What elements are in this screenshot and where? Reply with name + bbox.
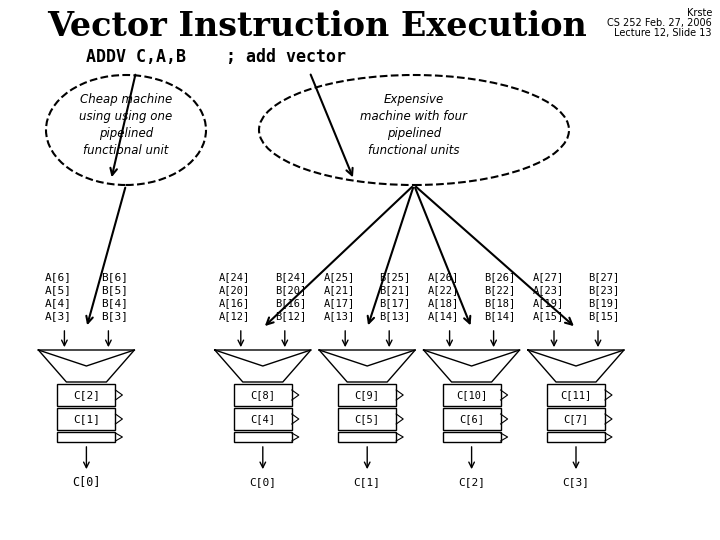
Text: B[6]: B[6] [101, 272, 128, 282]
Text: C[5]: C[5] [355, 414, 379, 424]
Text: B[19]: B[19] [588, 298, 620, 308]
Text: ADDV C,A,B    ; add vector: ADDV C,A,B ; add vector [86, 48, 346, 66]
Text: Cheap machine
using using one
pipelined
functional unit: Cheap machine using using one pipelined … [79, 93, 173, 157]
Text: A[21]: A[21] [323, 285, 355, 295]
Text: B[25]: B[25] [379, 272, 411, 282]
Text: B[14]: B[14] [484, 311, 516, 321]
Bar [547, 432, 605, 442]
Bar [234, 432, 292, 442]
Text: A[3]: A[3] [45, 311, 72, 321]
Text: C[4]: C[4] [251, 414, 275, 424]
Bar [443, 408, 500, 430]
Text: B[13]: B[13] [379, 311, 411, 321]
Bar [58, 432, 115, 442]
Text: A[13]: A[13] [323, 311, 355, 321]
Bar [443, 432, 500, 442]
Text: A[15]: A[15] [532, 311, 564, 321]
Text: C[0]: C[0] [72, 476, 101, 489]
Text: A[25]: A[25] [323, 272, 355, 282]
Text: Lecture 12, Slide 13: Lecture 12, Slide 13 [614, 28, 712, 38]
Text: A[16]: A[16] [219, 298, 251, 308]
Text: A[19]: A[19] [532, 298, 564, 308]
Bar [234, 408, 292, 430]
Text: C[10]: C[10] [456, 390, 487, 400]
Text: A[12]: A[12] [219, 311, 251, 321]
Text: B[16]: B[16] [275, 298, 307, 308]
Text: C[6]: C[6] [459, 414, 484, 424]
Text: B[26]: B[26] [484, 272, 516, 282]
Text: C[1]: C[1] [73, 414, 100, 424]
Text: B[5]: B[5] [101, 285, 128, 295]
Text: A[4]: A[4] [45, 298, 72, 308]
Bar [338, 432, 396, 442]
Text: C[9]: C[9] [355, 390, 379, 400]
Text: C[2]: C[2] [458, 477, 485, 487]
Text: Vector Instruction Execution: Vector Instruction Execution [47, 10, 587, 44]
Text: Krste: Krste [687, 8, 712, 18]
Bar [547, 408, 605, 430]
Text: C[7]: C[7] [564, 414, 588, 424]
Text: B[22]: B[22] [484, 285, 516, 295]
Text: A[20]: A[20] [219, 285, 251, 295]
Text: B[24]: B[24] [275, 272, 307, 282]
Text: C[11]: C[11] [560, 390, 592, 400]
Bar [443, 384, 500, 406]
Text: A[27]: A[27] [532, 272, 564, 282]
Text: B[17]: B[17] [379, 298, 411, 308]
Text: C[3]: C[3] [562, 477, 590, 487]
Text: A[18]: A[18] [428, 298, 459, 308]
Text: B[18]: B[18] [484, 298, 516, 308]
Text: B[21]: B[21] [379, 285, 411, 295]
Text: C[1]: C[1] [354, 477, 381, 487]
Text: B[15]: B[15] [588, 311, 620, 321]
Bar [338, 384, 396, 406]
Bar [547, 384, 605, 406]
Text: CS 252 Feb. 27, 2006: CS 252 Feb. 27, 2006 [607, 18, 712, 28]
Bar [58, 408, 115, 430]
Text: A[22]: A[22] [428, 285, 459, 295]
Bar [338, 408, 396, 430]
Bar [58, 384, 115, 406]
Text: A[23]: A[23] [532, 285, 564, 295]
Text: A[17]: A[17] [323, 298, 355, 308]
Text: C[2]: C[2] [73, 390, 100, 400]
Text: A[5]: A[5] [45, 285, 72, 295]
Text: A[26]: A[26] [428, 272, 459, 282]
Text: B[12]: B[12] [275, 311, 307, 321]
Text: C[0]: C[0] [249, 477, 276, 487]
Text: B[20]: B[20] [275, 285, 307, 295]
Text: B[3]: B[3] [101, 311, 128, 321]
Text: C[8]: C[8] [251, 390, 275, 400]
Bar [234, 384, 292, 406]
Text: A[14]: A[14] [428, 311, 459, 321]
Text: Expensive
machine with four
pipelined
functional units: Expensive machine with four pipelined fu… [361, 93, 467, 157]
Text: B[23]: B[23] [588, 285, 620, 295]
Text: B[4]: B[4] [101, 298, 128, 308]
Text: A[24]: A[24] [219, 272, 251, 282]
Text: A[6]: A[6] [45, 272, 72, 282]
Text: B[27]: B[27] [588, 272, 620, 282]
